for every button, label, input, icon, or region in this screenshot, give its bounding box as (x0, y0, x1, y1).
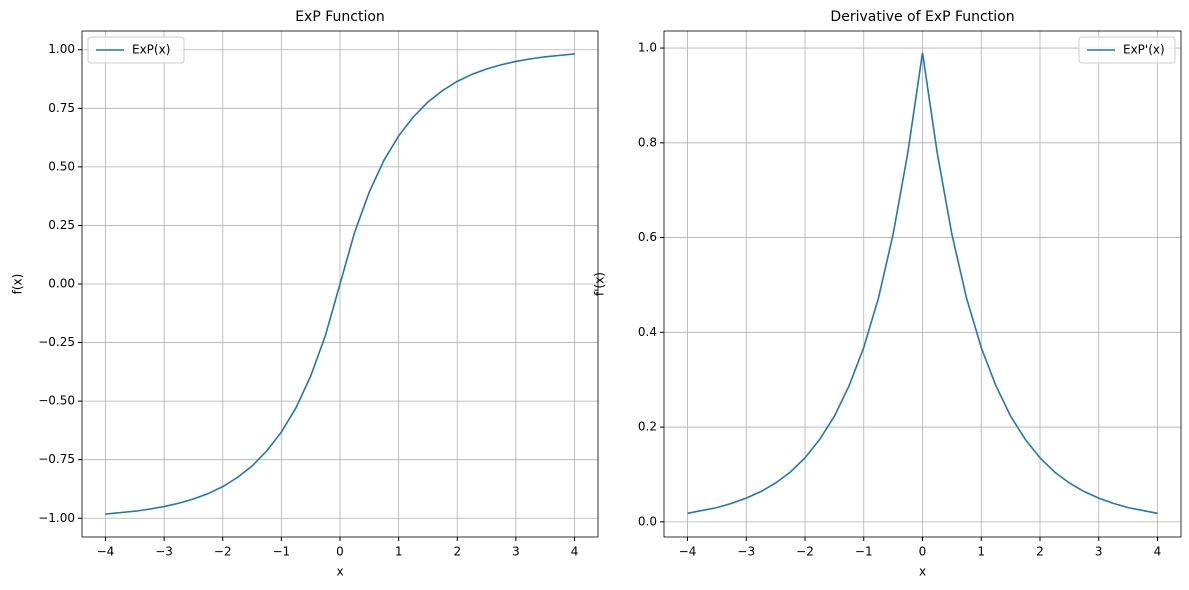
y-tick-label: 0.75 (48, 101, 75, 115)
y-tick-label: 0.0 (638, 514, 657, 528)
y-tick-label: −0.50 (38, 394, 75, 408)
x-tick-label: 3 (512, 545, 520, 559)
x-tick-label: −1 (273, 545, 291, 559)
x-tick-label: −1 (855, 545, 873, 559)
x-tick-label: 2 (453, 545, 461, 559)
x-tick-label: 2 (1036, 545, 1044, 559)
x-tick-label: −2 (796, 545, 814, 559)
x-tick-label: −2 (214, 545, 232, 559)
x-tick-label: 4 (1154, 545, 1162, 559)
y-tick-label: −0.25 (38, 335, 75, 349)
axes-frame (81, 30, 599, 538)
chart-title: Derivative of ExP Function (830, 9, 1014, 25)
x-tick-label: −4 (679, 545, 697, 559)
x-tick-label: 0 (336, 545, 344, 559)
x-tick-label: 0 (919, 545, 927, 559)
x-tick-label: 3 (1095, 545, 1103, 559)
y-tick-label: 0.25 (48, 218, 75, 232)
y-axis-label: f'(x) (593, 272, 607, 296)
legend-label: ExP'(x) (1123, 43, 1165, 57)
x-tick-label: −4 (97, 545, 115, 559)
y-tick-label: 0.00 (48, 277, 75, 291)
x-tick-label: 4 (571, 545, 579, 559)
line (105, 53, 575, 515)
y-tick-label: 1.00 (48, 42, 75, 56)
y-tick-label: 0.6 (638, 230, 657, 244)
x-tick-label: 1 (395, 545, 403, 559)
y-tick-label: 0.4 (638, 325, 657, 339)
line (687, 52, 1158, 515)
x-axis-label: x (336, 565, 343, 579)
x-tick-label: −3 (155, 545, 173, 559)
legend-box (1078, 36, 1176, 64)
y-tick-label: −0.75 (38, 452, 75, 466)
y-axis-label: f(x) (11, 274, 25, 295)
chart-title: ExP Function (295, 9, 385, 25)
x-tick-label: −3 (737, 545, 755, 559)
y-tick-label: 0.8 (638, 135, 657, 149)
axes-frame (663, 30, 1182, 538)
legend-label: ExP(x) (132, 43, 170, 57)
x-axis-label: x (919, 565, 926, 579)
y-tick-label: 1.0 (638, 41, 657, 55)
y-tick-label: 0.50 (48, 159, 75, 173)
legend-box (87, 36, 185, 64)
y-tick-label: −1.00 (38, 511, 75, 525)
y-tick-label: 0.2 (638, 420, 657, 434)
x-tick-label: 1 (977, 545, 985, 559)
